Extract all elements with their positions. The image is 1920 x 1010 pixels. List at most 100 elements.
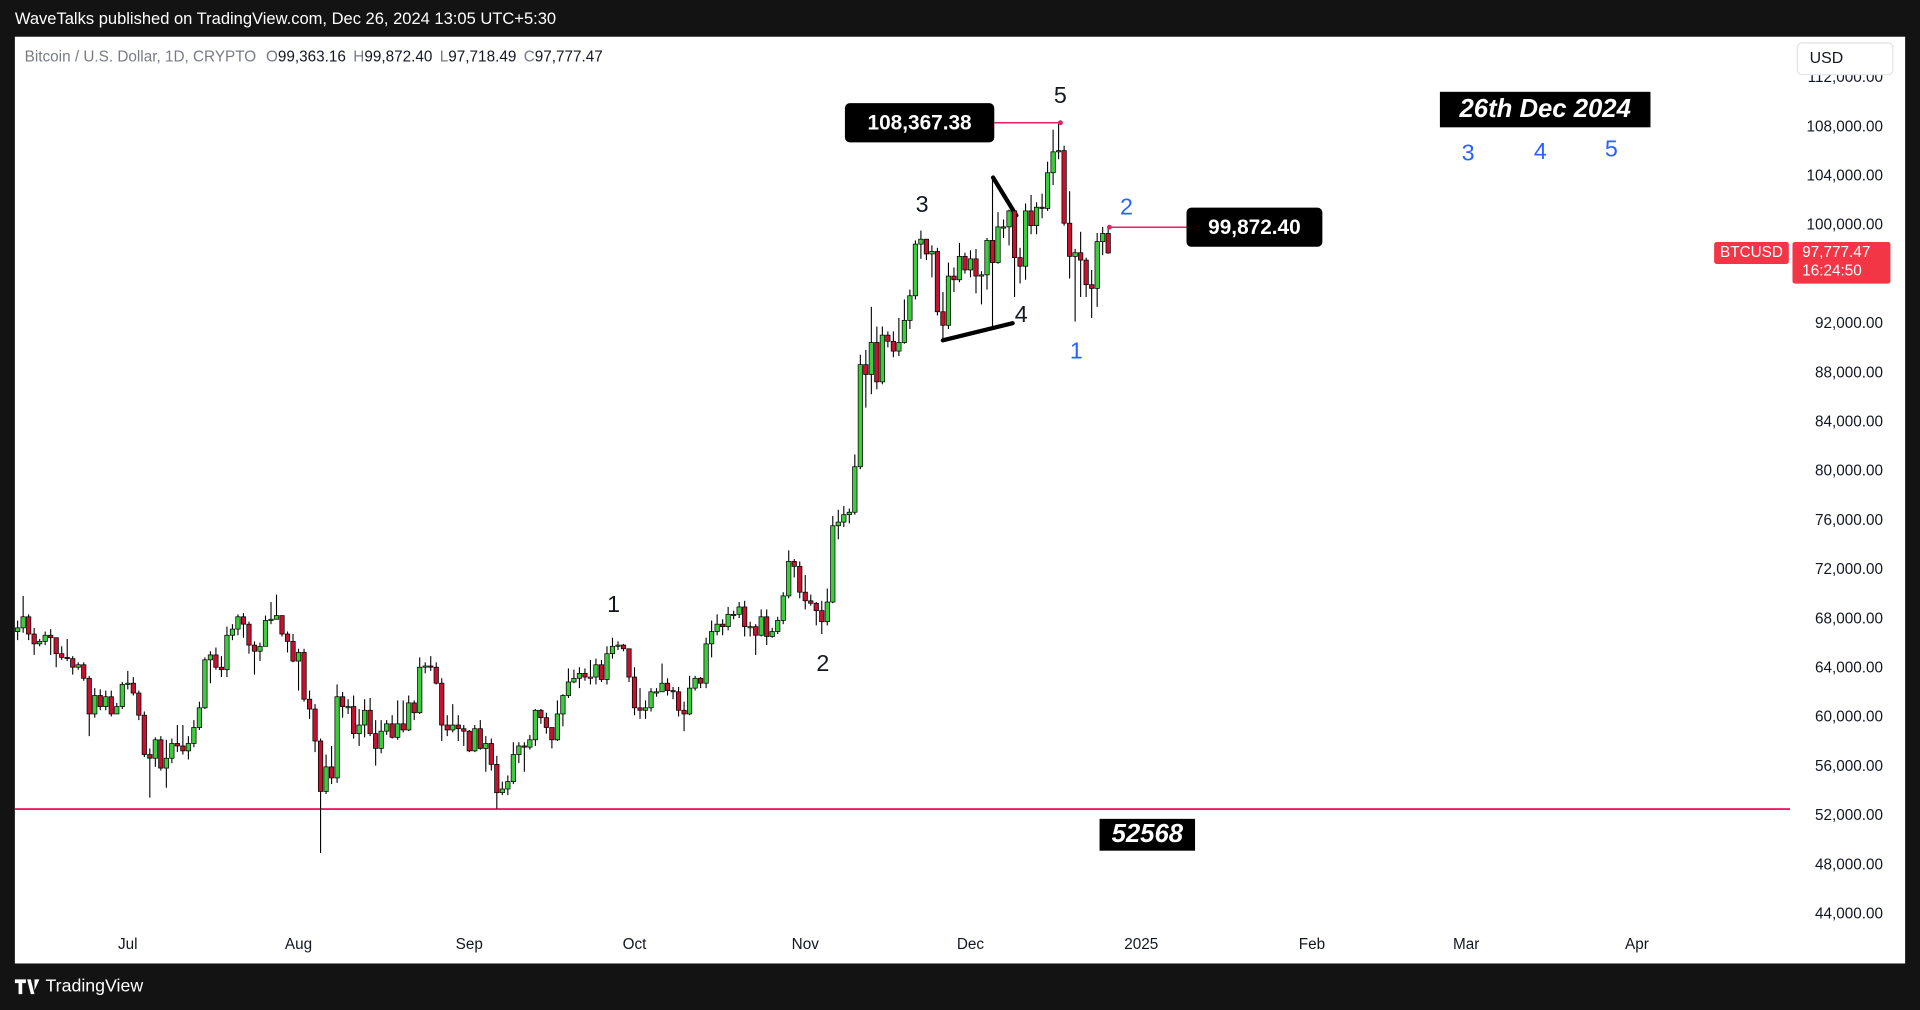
candle-body bbox=[202, 659, 208, 709]
candle-body bbox=[918, 238, 924, 245]
candle-body bbox=[753, 626, 759, 636]
candle-body bbox=[323, 766, 329, 792]
candle-body bbox=[64, 657, 70, 659]
candle-body bbox=[653, 691, 660, 694]
candle-body bbox=[582, 673, 588, 678]
candle-body bbox=[631, 676, 638, 709]
trend-line bbox=[940, 321, 1015, 343]
candle-body bbox=[868, 342, 874, 375]
candle-body bbox=[163, 757, 169, 769]
candle-body bbox=[218, 666, 224, 671]
candle-body bbox=[433, 666, 439, 684]
x-tick-label: 2025 bbox=[1124, 936, 1158, 953]
candle-body bbox=[659, 682, 665, 693]
x-tick-label: Oct bbox=[623, 936, 648, 953]
candle-body bbox=[720, 623, 726, 628]
y-tick-label: 100,000.00 bbox=[1807, 217, 1884, 234]
candle-body bbox=[863, 364, 869, 375]
legend-key: O bbox=[266, 49, 278, 66]
candle-body bbox=[879, 334, 885, 383]
candle-body bbox=[472, 728, 478, 752]
candle-body bbox=[692, 677, 698, 689]
currency-button[interactable] bbox=[1796, 42, 1894, 76]
candle-body bbox=[824, 601, 830, 623]
candle-body bbox=[1006, 210, 1012, 228]
legend-key: H bbox=[353, 49, 364, 66]
legend-value: 97,718.49 bbox=[448, 49, 516, 66]
candle-body bbox=[483, 743, 489, 749]
y-tick-label: 60,000.00 bbox=[1815, 709, 1883, 726]
x-tick-label: Feb bbox=[1299, 936, 1325, 953]
x-tick-label: Jul bbox=[118, 936, 138, 953]
candle-body bbox=[108, 696, 114, 715]
y-tick-label: 72,000.00 bbox=[1815, 561, 1883, 578]
candle-body bbox=[345, 706, 351, 709]
candle-body bbox=[455, 724, 461, 730]
candle-body bbox=[956, 256, 963, 281]
y-tick-label: 84,000.00 bbox=[1815, 414, 1883, 431]
candle-body bbox=[59, 653, 65, 658]
candle-body bbox=[411, 702, 417, 714]
candle-body bbox=[593, 664, 599, 678]
candle-body bbox=[1000, 226, 1007, 229]
candle-body bbox=[229, 628, 236, 636]
candle-body bbox=[703, 643, 709, 684]
candle-body bbox=[1105, 233, 1111, 254]
symbol-tag-box bbox=[1714, 241, 1789, 265]
price-callout-box bbox=[844, 103, 995, 143]
candle-body bbox=[317, 740, 324, 792]
candle-body bbox=[626, 648, 632, 678]
candle-body bbox=[945, 275, 952, 326]
candle-body bbox=[648, 691, 654, 709]
candle-body bbox=[857, 364, 863, 468]
y-tick-label: 80,000.00 bbox=[1815, 463, 1883, 480]
trend-line bbox=[990, 175, 1019, 218]
wave-label: 3 bbox=[916, 191, 929, 217]
candle-body bbox=[538, 709, 544, 719]
candle-body bbox=[20, 616, 26, 629]
candle-body bbox=[103, 696, 109, 707]
legend-value: 99,363.16 bbox=[278, 49, 346, 66]
candle-body bbox=[75, 664, 81, 668]
candle-body bbox=[450, 724, 456, 731]
price-callout-dot bbox=[1106, 224, 1112, 230]
wave-label: 5 bbox=[1054, 82, 1067, 108]
candle-body bbox=[731, 613, 737, 616]
candle-body bbox=[174, 743, 180, 747]
candle-body bbox=[1045, 172, 1051, 209]
candle-body bbox=[42, 634, 48, 642]
candle-body bbox=[565, 681, 571, 696]
candle-body bbox=[257, 645, 263, 652]
candle-body bbox=[1100, 233, 1106, 243]
candle-body bbox=[1050, 151, 1056, 174]
candle-body bbox=[362, 709, 368, 726]
y-tick-label: 68,000.00 bbox=[1815, 610, 1883, 627]
y-tick-label: 92,000.00 bbox=[1815, 315, 1883, 332]
candle-body bbox=[912, 243, 918, 297]
candle-body bbox=[758, 616, 764, 636]
y-tick-label: 88,000.00 bbox=[1815, 364, 1883, 381]
candle-body bbox=[262, 620, 269, 647]
candle-body bbox=[962, 256, 968, 271]
candle-body bbox=[1067, 222, 1073, 257]
legend-value: 99,872.40 bbox=[364, 49, 432, 66]
y-tick-label: 56,000.00 bbox=[1815, 758, 1883, 775]
candle-body bbox=[1083, 259, 1089, 286]
y-tick-label: 48,000.00 bbox=[1815, 856, 1883, 873]
candle-body bbox=[158, 739, 164, 769]
wave-label: 1 bbox=[607, 591, 620, 617]
candle-body bbox=[395, 723, 401, 738]
logo-icon bbox=[14, 979, 40, 995]
candle-body bbox=[169, 743, 175, 759]
candle-body bbox=[152, 739, 158, 759]
publish-info: WaveTalks published on TradingView.com, … bbox=[15, 9, 556, 28]
candle-body bbox=[571, 677, 577, 683]
candle-body bbox=[268, 618, 274, 621]
candle-body bbox=[119, 684, 125, 707]
candle-body bbox=[510, 754, 516, 782]
candle-body bbox=[1094, 241, 1100, 289]
y-tick-label: 104,000.00 bbox=[1807, 168, 1884, 185]
candle-body bbox=[775, 620, 781, 632]
candle-body bbox=[852, 466, 858, 513]
candle-body bbox=[609, 645, 616, 655]
